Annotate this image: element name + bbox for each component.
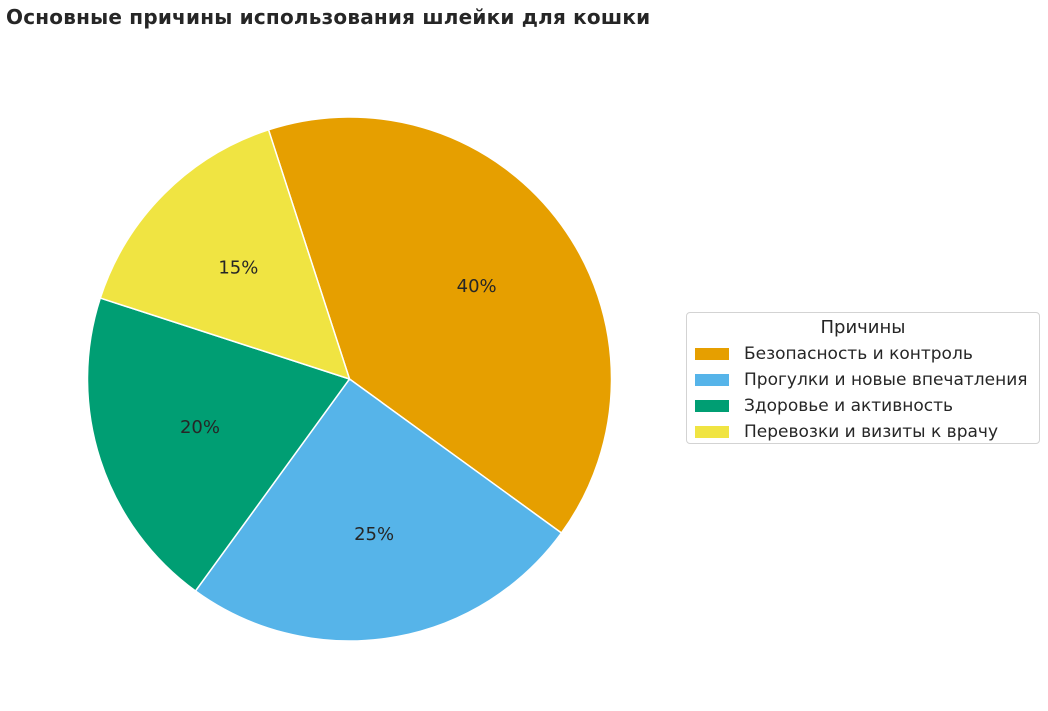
pie-slice-прогулки-и-новые-впечатления	[194, 378, 563, 642]
legend-item-здоровье-и-активность: Здоровье и активность	[695, 396, 953, 416]
legend-item-безопасность-и-контроль: Безопасность и контроль	[695, 344, 973, 364]
legend-item-прогулки-и-новые-впечатления: Прогулки и новые впечатления	[695, 370, 1028, 390]
legend-label: Прогулки и новые впечатления	[744, 370, 1028, 390]
legend-label: Безопасность и контроль	[744, 344, 973, 364]
legend-swatch	[695, 426, 729, 438]
slice-value-label: 20%	[180, 417, 220, 438]
slice-value-label: 15%	[218, 257, 258, 278]
legend-title: Причины	[820, 317, 906, 338]
slice-value-label: 25%	[354, 524, 394, 545]
legend-item-перевозки-и-визиты-к-врачу: Перевозки и визиты к врачу	[695, 422, 998, 442]
pie-slice-перевозки-и-визиты-к-врачу	[99, 129, 351, 380]
legend-swatch	[695, 374, 729, 386]
slice-value-label: 40%	[457, 276, 497, 297]
legend: Причины Безопасность и контроль Прогулки …	[686, 312, 1040, 444]
pie-slice-безопасность-и-контроль	[267, 116, 613, 534]
legend-swatch	[695, 348, 729, 360]
pie-slice-здоровье-и-активность	[86, 297, 351, 592]
legend-swatch	[695, 400, 729, 412]
legend-label: Здоровье и активность	[744, 396, 954, 416]
legend-label: Перевозки и визиты к врачу	[744, 422, 999, 442]
chart-title: Основные причины использования шлейки дл…	[6, 5, 651, 29]
